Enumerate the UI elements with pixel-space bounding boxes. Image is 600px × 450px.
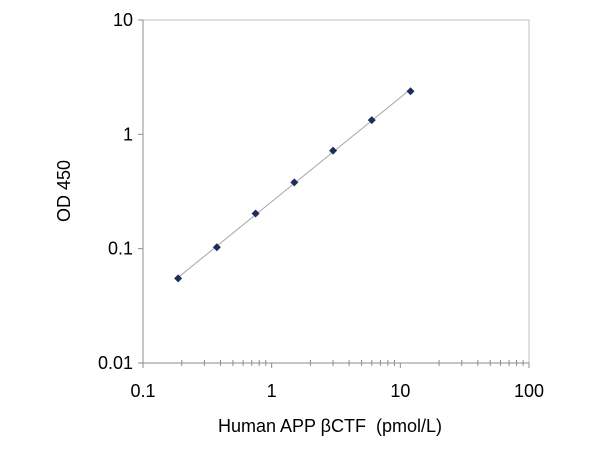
x-tick-label: 1: [267, 381, 277, 401]
data-point: [367, 116, 376, 125]
plot-area: [142, 19, 530, 364]
x-tick-label: 10: [390, 381, 410, 401]
y-tick-label: 1: [123, 124, 133, 144]
y-tick-label: 10: [113, 10, 133, 30]
data-point: [251, 209, 260, 218]
data-point: [212, 243, 221, 252]
data-point: [174, 274, 183, 283]
y-tick-label: 0.1: [108, 239, 133, 259]
x-axis-title: Human APP βCTF (pmol/L): [218, 416, 442, 436]
data-point: [290, 178, 299, 187]
y-axis-title: OD 450: [54, 160, 74, 222]
y-tick-label: 0.01: [98, 353, 133, 373]
x-tick-label: 0.1: [130, 381, 155, 401]
data-points: [174, 87, 415, 283]
tick-labels: 0.1 1 10 100 0.01 0.1 1 10: [98, 10, 544, 401]
x-tick-label: 100: [514, 381, 544, 401]
data-point: [406, 87, 415, 96]
data-point: [329, 146, 338, 155]
